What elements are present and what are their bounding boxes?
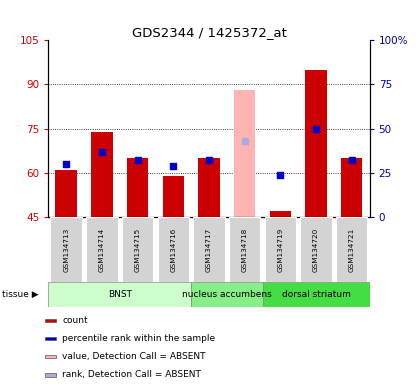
Text: percentile rank within the sample: percentile rank within the sample bbox=[63, 334, 215, 343]
Bar bbox=[234, 90, 255, 217]
Text: value, Detection Call = ABSENT: value, Detection Call = ABSENT bbox=[63, 352, 206, 361]
Bar bbox=[45, 318, 55, 322]
FancyBboxPatch shape bbox=[336, 217, 368, 282]
Bar bbox=[91, 132, 113, 217]
Text: dorsal striatum: dorsal striatum bbox=[282, 290, 350, 299]
Point bbox=[349, 157, 355, 164]
Text: rank, Detection Call = ABSENT: rank, Detection Call = ABSENT bbox=[63, 371, 201, 379]
Text: GSM134717: GSM134717 bbox=[206, 227, 212, 272]
Text: GSM134720: GSM134720 bbox=[313, 227, 319, 272]
Text: GSM134718: GSM134718 bbox=[241, 227, 248, 272]
Bar bbox=[341, 158, 362, 217]
Bar bbox=[163, 176, 184, 217]
Point bbox=[277, 172, 284, 178]
Point bbox=[206, 157, 212, 164]
Point bbox=[63, 161, 70, 167]
Bar bbox=[270, 211, 291, 217]
FancyBboxPatch shape bbox=[300, 217, 332, 282]
Text: tissue ▶: tissue ▶ bbox=[2, 290, 39, 299]
FancyBboxPatch shape bbox=[265, 217, 296, 282]
Bar bbox=[45, 373, 55, 377]
FancyBboxPatch shape bbox=[122, 217, 153, 282]
Bar bbox=[45, 337, 55, 340]
Text: GSM134719: GSM134719 bbox=[277, 227, 284, 272]
FancyBboxPatch shape bbox=[262, 282, 370, 307]
Bar bbox=[198, 158, 220, 217]
Point bbox=[312, 126, 319, 132]
Text: count: count bbox=[63, 316, 88, 324]
Point bbox=[98, 149, 105, 155]
Text: GSM134715: GSM134715 bbox=[134, 227, 141, 272]
FancyBboxPatch shape bbox=[86, 217, 118, 282]
Title: GDS2344 / 1425372_at: GDS2344 / 1425372_at bbox=[131, 26, 286, 39]
Text: GSM134721: GSM134721 bbox=[349, 227, 355, 272]
Text: nucleus accumbens: nucleus accumbens bbox=[182, 290, 272, 299]
Bar bbox=[55, 170, 77, 217]
Point bbox=[134, 157, 141, 164]
FancyBboxPatch shape bbox=[193, 217, 225, 282]
Bar bbox=[305, 70, 327, 217]
FancyBboxPatch shape bbox=[48, 282, 191, 307]
Text: BNST: BNST bbox=[108, 290, 132, 299]
FancyBboxPatch shape bbox=[158, 217, 189, 282]
Bar bbox=[45, 355, 55, 358]
Bar bbox=[127, 158, 148, 217]
Point bbox=[241, 138, 248, 144]
Text: GSM134716: GSM134716 bbox=[170, 227, 176, 272]
FancyBboxPatch shape bbox=[229, 217, 260, 282]
FancyBboxPatch shape bbox=[191, 282, 262, 307]
Text: GSM134713: GSM134713 bbox=[63, 227, 69, 272]
Text: GSM134714: GSM134714 bbox=[99, 227, 105, 272]
FancyBboxPatch shape bbox=[50, 217, 82, 282]
Point bbox=[170, 163, 177, 169]
